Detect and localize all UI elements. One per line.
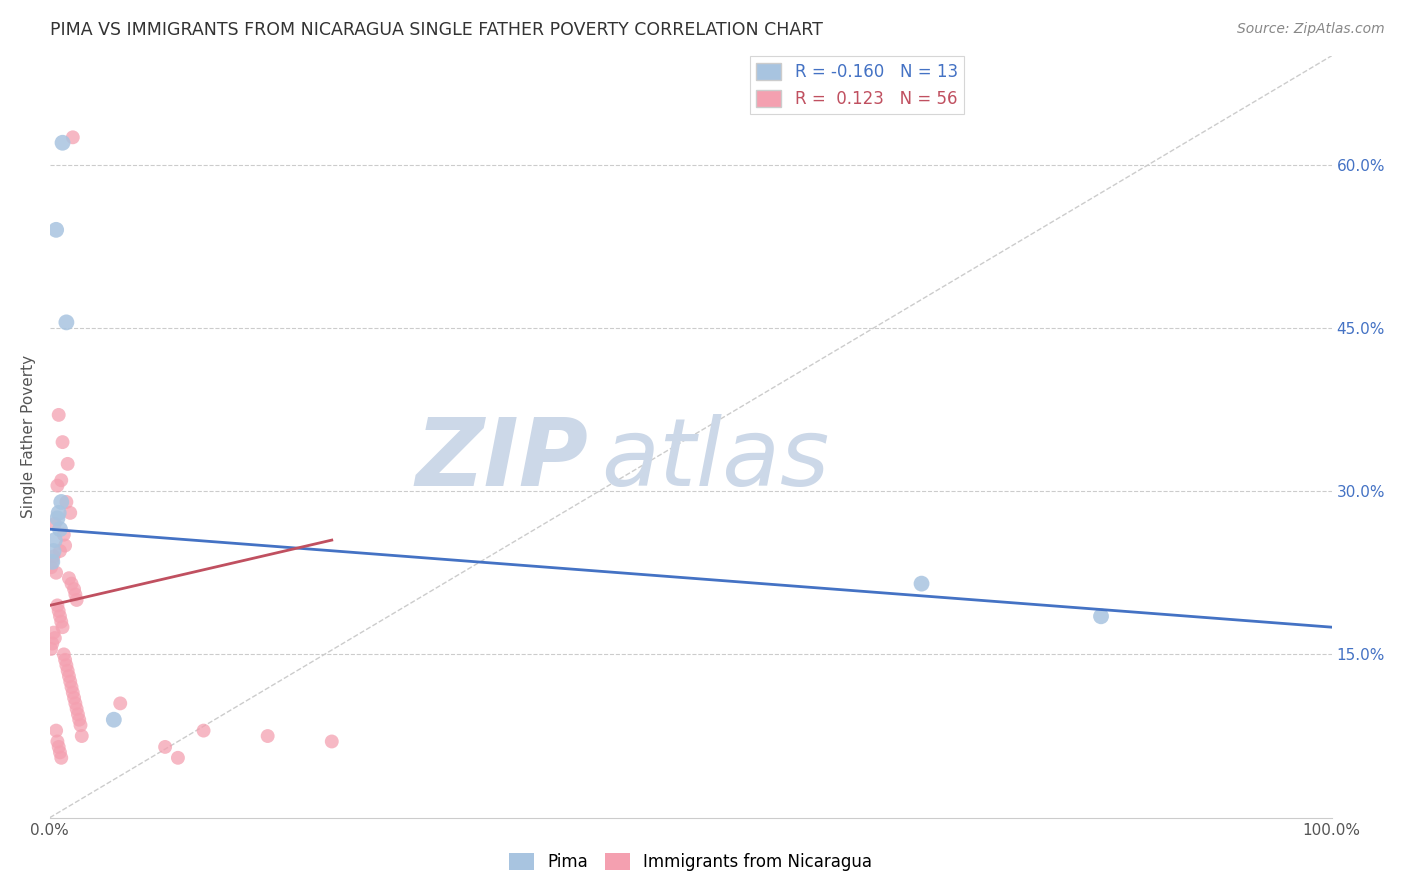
Immigrants from Nicaragua xyxy=(70,729,93,743)
Immigrants from Nicaragua xyxy=(41,555,63,569)
Pima xyxy=(42,544,65,558)
Immigrants from Nicaragua xyxy=(48,408,70,422)
Immigrants from Nicaragua xyxy=(52,527,75,541)
Immigrants from Nicaragua xyxy=(39,560,62,574)
Immigrants from Nicaragua xyxy=(66,702,89,716)
Legend: Pima, Immigrants from Nicaragua: Pima, Immigrants from Nicaragua xyxy=(502,847,879,878)
Immigrants from Nicaragua xyxy=(62,130,84,145)
Y-axis label: Single Father Poverty: Single Father Poverty xyxy=(21,355,35,518)
Pima xyxy=(51,495,73,509)
Pima xyxy=(51,136,73,150)
Text: ZIP: ZIP xyxy=(415,414,588,506)
Immigrants from Nicaragua xyxy=(110,697,132,711)
Pima xyxy=(46,511,69,525)
Immigrants from Nicaragua xyxy=(69,718,91,732)
Immigrants from Nicaragua xyxy=(55,658,77,673)
Immigrants from Nicaragua xyxy=(53,653,76,667)
Immigrants from Nicaragua xyxy=(53,539,76,553)
Immigrants from Nicaragua xyxy=(51,620,73,634)
Immigrants from Nicaragua xyxy=(153,739,176,754)
Text: atlas: atlas xyxy=(600,414,830,505)
Pima xyxy=(910,576,932,591)
Immigrants from Nicaragua xyxy=(63,582,86,596)
Immigrants from Nicaragua xyxy=(39,642,62,657)
Immigrants from Nicaragua xyxy=(60,680,83,694)
Immigrants from Nicaragua xyxy=(65,697,87,711)
Immigrants from Nicaragua xyxy=(42,549,65,564)
Immigrants from Nicaragua xyxy=(46,734,69,748)
Immigrants from Nicaragua xyxy=(60,576,83,591)
Immigrants from Nicaragua xyxy=(256,729,278,743)
Immigrants from Nicaragua xyxy=(59,674,82,689)
Immigrants from Nicaragua xyxy=(48,604,70,618)
Immigrants from Nicaragua xyxy=(62,685,84,699)
Immigrants from Nicaragua xyxy=(51,615,73,629)
Immigrants from Nicaragua xyxy=(67,713,90,727)
Immigrants from Nicaragua xyxy=(49,745,72,759)
Immigrants from Nicaragua xyxy=(46,599,69,613)
Immigrants from Nicaragua xyxy=(44,631,66,645)
Immigrants from Nicaragua xyxy=(49,544,72,558)
Immigrants from Nicaragua xyxy=(66,707,89,722)
Immigrants from Nicaragua xyxy=(51,435,73,450)
Pima xyxy=(1090,609,1112,624)
Immigrants from Nicaragua xyxy=(167,751,190,765)
Text: PIMA VS IMMIGRANTS FROM NICARAGUA SINGLE FATHER POVERTY CORRELATION CHART: PIMA VS IMMIGRANTS FROM NICARAGUA SINGLE… xyxy=(49,21,823,39)
Immigrants from Nicaragua xyxy=(58,669,80,683)
Pima xyxy=(44,533,66,547)
Immigrants from Nicaragua xyxy=(56,664,79,678)
Immigrants from Nicaragua xyxy=(49,609,72,624)
Immigrants from Nicaragua xyxy=(63,690,86,705)
Pima xyxy=(48,506,70,520)
Immigrants from Nicaragua xyxy=(45,566,67,580)
Immigrants from Nicaragua xyxy=(55,495,77,509)
Immigrants from Nicaragua xyxy=(51,473,73,487)
Pima xyxy=(45,223,67,237)
Immigrants from Nicaragua xyxy=(46,478,69,492)
Immigrants from Nicaragua xyxy=(42,625,65,640)
Immigrants from Nicaragua xyxy=(51,751,73,765)
Immigrants from Nicaragua xyxy=(56,457,79,471)
Text: Source: ZipAtlas.com: Source: ZipAtlas.com xyxy=(1237,22,1385,37)
Immigrants from Nicaragua xyxy=(45,723,67,738)
Pima xyxy=(41,555,63,569)
Immigrants from Nicaragua xyxy=(41,636,63,650)
Immigrants from Nicaragua xyxy=(59,506,82,520)
Immigrants from Nicaragua xyxy=(58,571,80,585)
Immigrants from Nicaragua xyxy=(66,593,89,607)
Pima xyxy=(103,713,125,727)
Immigrants from Nicaragua xyxy=(44,516,66,531)
Immigrants from Nicaragua xyxy=(193,723,215,738)
Immigrants from Nicaragua xyxy=(48,739,70,754)
Immigrants from Nicaragua xyxy=(52,648,75,662)
Pima xyxy=(55,315,77,329)
Pima xyxy=(49,522,72,536)
Immigrants from Nicaragua xyxy=(65,588,87,602)
Immigrants from Nicaragua xyxy=(321,734,343,748)
